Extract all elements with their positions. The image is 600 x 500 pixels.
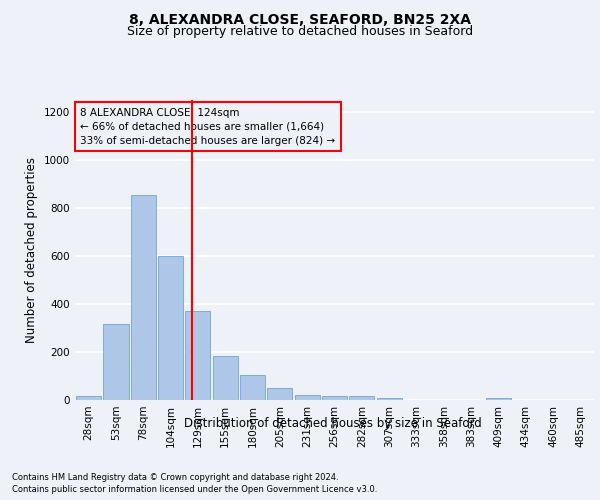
Y-axis label: Number of detached properties: Number of detached properties [25, 157, 38, 343]
Bar [377, 398, 401, 400]
Text: Distribution of detached houses by size in Seaford: Distribution of detached houses by size … [184, 418, 482, 430]
Bar [295, 394, 320, 400]
Bar [240, 375, 265, 400]
Bar [131, 195, 156, 400]
Text: 8, ALEXANDRA CLOSE, SEAFORD, BN25 2XA: 8, ALEXANDRA CLOSE, SEAFORD, BN25 2XA [129, 12, 471, 26]
Text: 8 ALEXANDRA CLOSE: 124sqm
← 66% of detached houses are smaller (1,664)
33% of se: 8 ALEXANDRA CLOSE: 124sqm ← 66% of detac… [80, 108, 335, 146]
Text: Contains HM Land Registry data © Crown copyright and database right 2024.: Contains HM Land Registry data © Crown c… [12, 472, 338, 482]
Bar [349, 396, 374, 400]
Text: Contains public sector information licensed under the Open Government Licence v3: Contains public sector information licen… [12, 485, 377, 494]
Bar [322, 396, 347, 400]
Text: Size of property relative to detached houses in Seaford: Size of property relative to detached ho… [127, 25, 473, 38]
Bar [268, 388, 292, 400]
Bar [76, 396, 101, 400]
Bar [212, 356, 238, 400]
Bar [486, 398, 511, 400]
Bar [103, 324, 128, 400]
Bar [185, 311, 211, 400]
Bar [158, 256, 183, 400]
